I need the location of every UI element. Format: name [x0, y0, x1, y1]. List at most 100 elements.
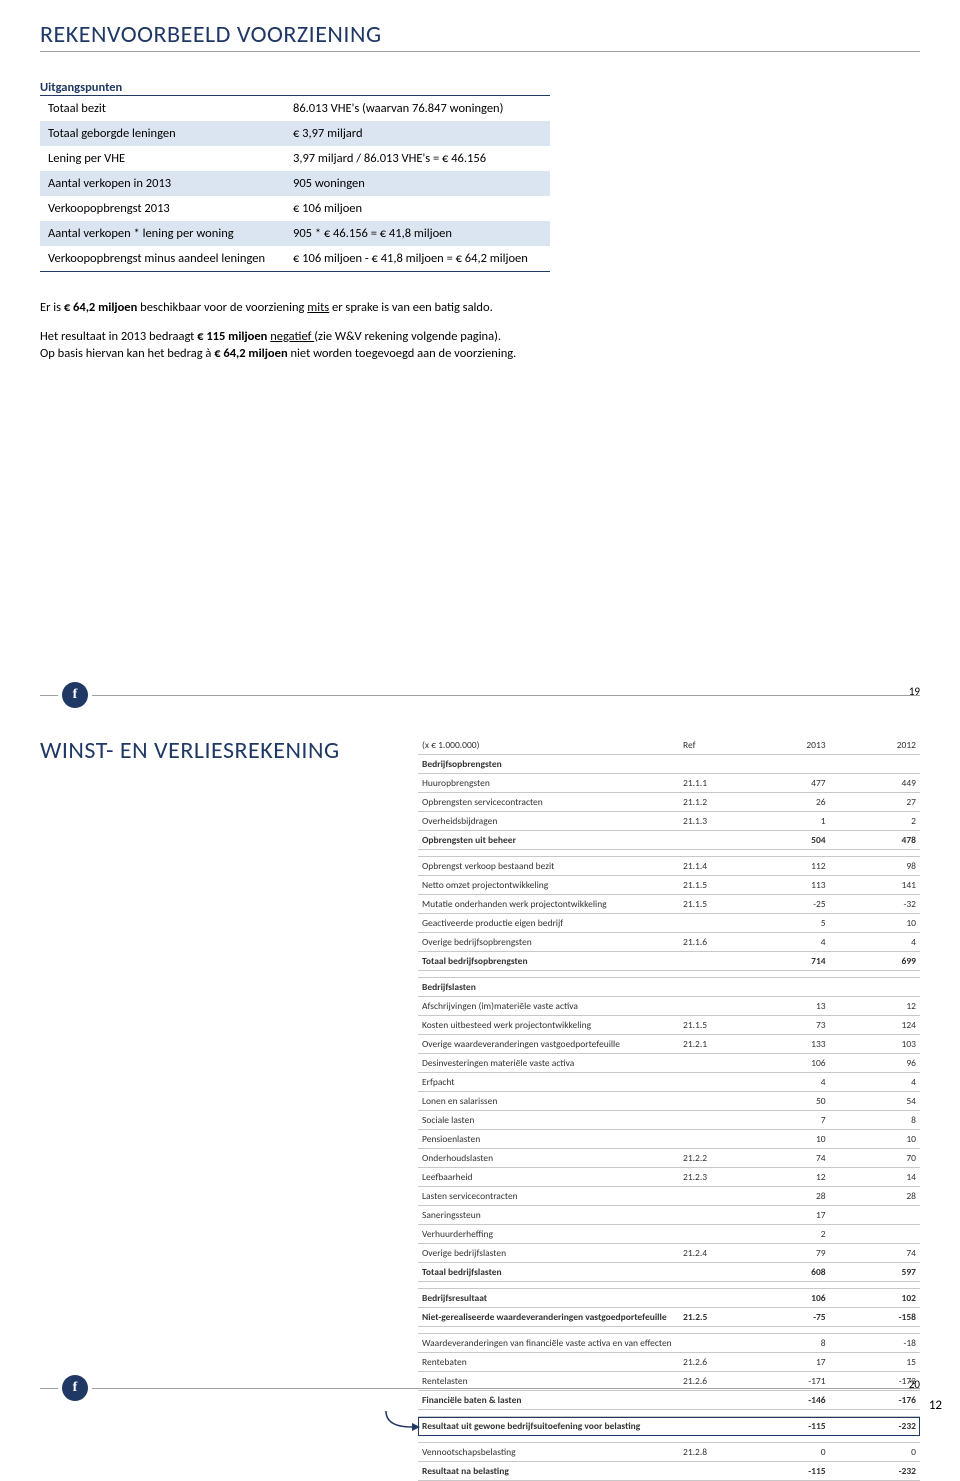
- fin-ref: [679, 1054, 739, 1073]
- fin-value: 4: [830, 933, 920, 952]
- fin-value: 54: [830, 1092, 920, 1111]
- fin-label: Opbrengsten servicecontracten: [418, 793, 679, 812]
- fin-ref: 21.1.4: [679, 857, 739, 876]
- fin-value: 74: [830, 1244, 920, 1263]
- fin-value: 597: [830, 1263, 920, 1282]
- fin-ref: [679, 978, 739, 997]
- fin-row: Niet-gerealiseerde waardeveranderingen v…: [418, 1308, 920, 1327]
- para1-bold: € 64,2 miljoen: [64, 300, 137, 315]
- row-label: Aantal verkopen * lening per woning: [40, 221, 285, 246]
- table-row: Verkoopopbrengst minus aandeel leningen€…: [40, 246, 550, 272]
- fin-label: Opbrengst verkoop bestaand bezit: [418, 857, 679, 876]
- fin-value: 74: [739, 1149, 829, 1168]
- fin-ref: [679, 831, 739, 850]
- fin-ref: [679, 914, 739, 933]
- fin-label: Desinvesteringen materiële vaste activa: [418, 1054, 679, 1073]
- fin-row: Verhuurderheffing2: [418, 1225, 920, 1244]
- fin-value: [830, 971, 920, 978]
- fin-value: [739, 971, 829, 978]
- fin-value: 102: [830, 1289, 920, 1308]
- fin-value: -25: [739, 895, 829, 914]
- fin-ref: [679, 952, 739, 971]
- fin-label: Opbrengsten uit beheer: [418, 831, 679, 850]
- fin-value: [739, 755, 829, 774]
- fin-value: 7: [739, 1111, 829, 1130]
- fin-row: Netto omzet projectontwikkeling21.1.5113…: [418, 876, 920, 895]
- footer-badge-icon: f: [62, 1375, 88, 1401]
- fin-value: 2: [830, 812, 920, 831]
- fin-label: Geactiveerde productie eigen bedrijf: [418, 914, 679, 933]
- fin-label: Niet-gerealiseerde waardeveranderingen v…: [418, 1308, 679, 1327]
- row-label: Totaal bezit: [40, 96, 285, 122]
- fin-label: Rentebaten: [418, 1353, 679, 1372]
- fin-label: Sociale lasten: [418, 1111, 679, 1130]
- fin-h3: 2012: [830, 736, 920, 755]
- fin-row: Lonen en salarissen5054: [418, 1092, 920, 1111]
- fin-value: 4: [739, 1073, 829, 1092]
- row-value: 86.013 VHE's (waarvan 76.847 woningen): [285, 96, 550, 122]
- fin-value: 699: [830, 952, 920, 971]
- fin-row: [418, 850, 920, 857]
- fin-ref: [679, 1225, 739, 1244]
- fin-ref: [679, 755, 739, 774]
- fin-value: [830, 1225, 920, 1244]
- row-value: € 3,97 miljard: [285, 121, 550, 146]
- slide1-title: REKENVOORBEELD VOORZIENING: [40, 20, 920, 52]
- table-row: Aantal verkopen * lening per woning905 *…: [40, 221, 550, 246]
- fin-value: 103: [830, 1035, 920, 1054]
- fin-value: 133: [739, 1035, 829, 1054]
- fin-label: [418, 1282, 679, 1289]
- fin-value: 15: [830, 1353, 920, 1372]
- fin-value: [739, 850, 829, 857]
- slide1-footer: f: [40, 682, 920, 708]
- fin-row: [418, 1327, 920, 1334]
- para1-pre: Er is: [40, 300, 64, 315]
- fin-label: Resultaat uit gewone bedrijfsuitoefening…: [418, 1417, 679, 1436]
- fin-label: [418, 850, 679, 857]
- fin-ref: [679, 971, 739, 978]
- row-label: Verkoopopbrengst minus aandeel leningen: [40, 246, 285, 272]
- fin-label: Mutatie onderhanden werk projectontwikke…: [418, 895, 679, 914]
- fin-value: 13: [739, 997, 829, 1016]
- slide-2: WINST- EN VERLIESREKENING (x € 1.000.000…: [0, 726, 960, 1419]
- para1-u: mits: [307, 300, 329, 315]
- fin-label: Bedrijfsresultaat: [418, 1289, 679, 1308]
- fin-row: Erfpacht44: [418, 1073, 920, 1092]
- footer-line-left: [40, 1388, 58, 1389]
- footer-badge-icon: f: [62, 682, 88, 708]
- fin-row: Opbrengsten uit beheer504478: [418, 831, 920, 850]
- para3-b: € 64,2 miljoen: [214, 346, 287, 361]
- fin-row: Overige bedrijfsopbrengsten21.1.644: [418, 933, 920, 952]
- fin-ref: 21.1.2: [679, 793, 739, 812]
- fin-ref: 21.1.1: [679, 774, 739, 793]
- para1-post: er sprake is van een batig saldo.: [329, 300, 493, 315]
- fin-ref: 21.1.5: [679, 895, 739, 914]
- fin-label: Bedrijfsopbrengsten: [418, 755, 679, 774]
- fin-value: 10: [830, 914, 920, 933]
- row-label: Lening per VHE: [40, 146, 285, 171]
- fin-row: Resultaat uit gewone bedrijfsuitoefening…: [418, 1417, 920, 1436]
- fin-value: -232: [830, 1417, 920, 1436]
- fin-value: -115: [739, 1462, 829, 1481]
- fin-row: Desinvesteringen materiële vaste activa1…: [418, 1054, 920, 1073]
- fin-ref: [679, 1327, 739, 1334]
- para2-c: (zie W&V rekening volgende pagina).: [314, 329, 501, 344]
- table-row: Aantal verkopen in 2013905 woningen: [40, 171, 550, 196]
- fin-value: 28: [739, 1187, 829, 1206]
- fin-label: Totaal bedrijfslasten: [418, 1263, 679, 1282]
- fin-row: Kosten uitbesteed werk projectontwikkeli…: [418, 1016, 920, 1035]
- fin-value: 113: [739, 876, 829, 895]
- fin-h1: Ref: [679, 736, 739, 755]
- fin-value: [739, 1410, 829, 1417]
- row-label: Totaal geborgde leningen: [40, 121, 285, 146]
- fin-row: Afschrijvingen (im)materiële vaste activ…: [418, 997, 920, 1016]
- fin-value: [830, 978, 920, 997]
- fin-value: 0: [739, 1443, 829, 1462]
- fin-h0: (x € 1.000.000): [418, 736, 679, 755]
- fin-row: [418, 1436, 920, 1443]
- fin-value: -32: [830, 895, 920, 914]
- fin-row: Bedrijfsopbrengsten: [418, 755, 920, 774]
- fin-value: [739, 978, 829, 997]
- fin-value: [739, 1282, 829, 1289]
- para2-u: negatief: [270, 329, 314, 344]
